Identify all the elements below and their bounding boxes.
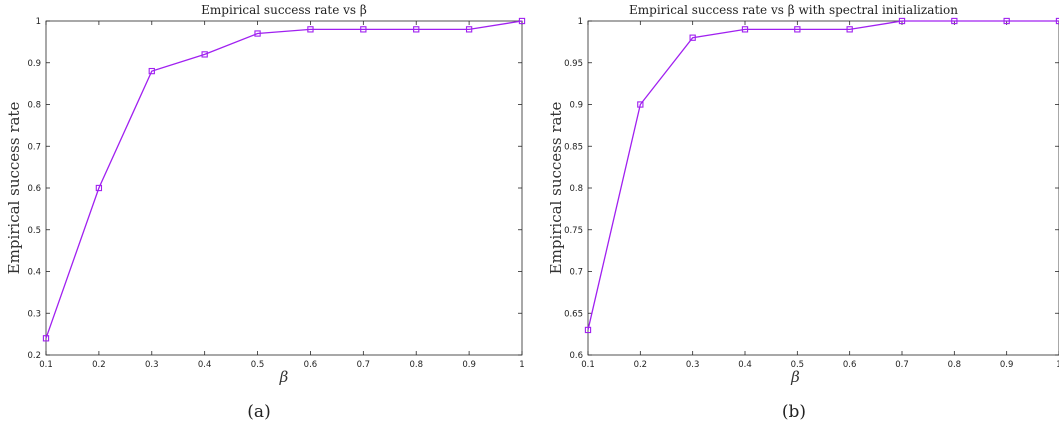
x-tick-label: 0.8: [948, 360, 962, 370]
data-point-marker: [846, 26, 853, 33]
panel-caption: (b): [782, 402, 806, 422]
y-tick-label: 1: [578, 17, 583, 27]
x-tick-label: 1: [519, 360, 524, 370]
series-line: [45, 20, 523, 339]
data-point-marker: [898, 17, 906, 25]
y-tick-label: 0.4: [27, 268, 41, 278]
x-tick-label: 0.1: [581, 360, 595, 370]
y-tick-label: 0.7: [27, 142, 41, 152]
data-point-marker: [360, 26, 367, 33]
plot-area-frame: [45, 20, 523, 356]
panel-caption: (a): [247, 402, 270, 422]
x-tick-label: 0.7: [895, 360, 909, 370]
y-axis-label: Empirical success rate: [547, 102, 565, 275]
y-tick-label: 1: [36, 17, 41, 27]
chart-panel-a: 0.1 0.2 0.3 0.4 0.5 0.6 0.7 0.8 0.9 10.20.30.40.5…: [5, 3, 526, 422]
x-tick-label: 0.6: [304, 360, 318, 370]
y-tick-label: 0.65: [564, 309, 583, 319]
y-tick-label: 0.3: [27, 309, 41, 319]
y-axis-label: Empirical success rate: [5, 102, 23, 275]
data-point-marker: [951, 17, 958, 25]
data-point-marker: [201, 51, 208, 58]
data-point-marker: [148, 67, 155, 75]
y-tick-label: 0.5: [27, 226, 41, 236]
data-point-marker: [1055, 17, 1059, 25]
x-tick-label: 0.7: [357, 360, 371, 370]
x-tick-label: 0.2: [92, 360, 106, 370]
y-tick-label: 0.6: [569, 351, 583, 361]
data-point-marker: [518, 17, 526, 25]
y-tick-label: 0.8: [569, 184, 583, 194]
data-point-marker: [254, 30, 261, 37]
x-tick-label: 0.3: [145, 360, 159, 370]
x-axis-label: β: [790, 368, 800, 386]
x-tick-label: 0.6: [843, 360, 857, 370]
x-tick-label: 0.4: [738, 360, 752, 370]
chart-panel-b: 0.1 0.2 0.3 0.4 0.5 0.6 0.7 0.8 0.9 1 0.6 0.65 0.7 0.…: [547, 3, 1059, 422]
data-point-marker: [637, 101, 644, 108]
series-line: [587, 20, 1059, 331]
x-tick-label: 0.9: [462, 360, 476, 370]
chart-title: Empirical success rate vs β with spectra…: [629, 3, 958, 17]
data-point-marker: [465, 26, 473, 33]
x-tick-label: 0.1: [39, 360, 53, 370]
y-tick-label: 0.9: [27, 59, 41, 69]
x-tick-label: 0.3: [686, 360, 700, 370]
data-point-marker: [689, 34, 696, 41]
data-point-marker: [413, 26, 420, 33]
x-tick-label: 0.4: [198, 360, 212, 370]
x-tick-label: 0.5: [251, 360, 265, 370]
data-point-marker: [584, 326, 592, 334]
x-tick-label: 0.9: [1000, 360, 1014, 370]
x-tick-label: 0.2: [634, 360, 648, 370]
plot-area-frame: [587, 20, 1059, 356]
y-tick-label: 0.8: [27, 101, 41, 111]
data-point-marker: [794, 26, 801, 33]
chart-title: Empirical success rate vs β: [201, 3, 367, 17]
x-tick-label: 0.5: [791, 360, 805, 370]
data-point-marker: [741, 26, 749, 33]
x-axis-label: β: [279, 368, 289, 386]
y-tick-label: 0.85: [564, 142, 583, 152]
data-point-marker: [307, 26, 314, 33]
y-tick-label: 0.95: [564, 59, 583, 69]
data-point-marker: [95, 184, 103, 192]
x-tick-label: 1: [1056, 360, 1059, 370]
y-tick-label: 0.7: [569, 268, 583, 278]
y-tick-label: 0.9: [569, 101, 583, 111]
y-tick-label: 0.2: [27, 351, 41, 361]
y-tick-label: 0.6: [27, 184, 41, 194]
data-point-marker: [42, 335, 50, 342]
x-tick-label: 0.8: [409, 360, 423, 370]
y-tick-label: 0.75: [564, 226, 583, 236]
data-point-marker: [1003, 17, 1010, 25]
